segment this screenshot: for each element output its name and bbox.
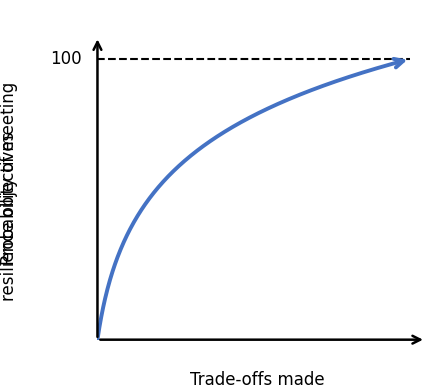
Text: Probability of meeting: Probability of meeting <box>0 82 18 265</box>
Text: Trade-offs made: Trade-offs made <box>190 371 324 386</box>
Text: 100: 100 <box>50 50 82 68</box>
Text: resilience objectives: resilience objectives <box>0 132 18 301</box>
